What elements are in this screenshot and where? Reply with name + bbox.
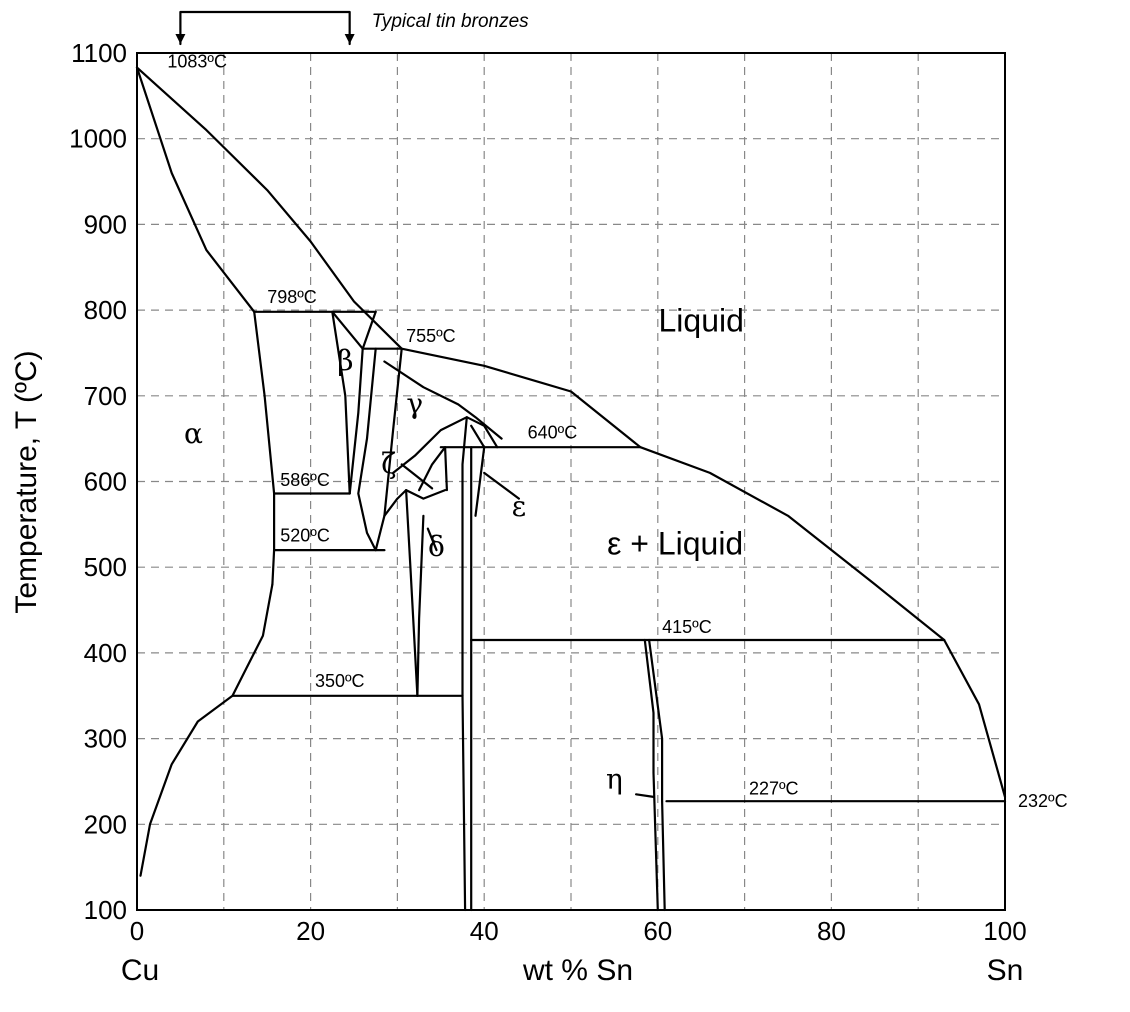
region-labels: Liquid ε + Liquid [607,303,744,562]
temperature-label: 798ºC [267,287,317,307]
temperature-label: 640ºC [528,423,578,443]
phase-label: β [337,344,353,377]
x-tick-label: 100 [983,916,1026,946]
bronze-bracket [179,10,351,46]
y-axis-label: Temperature, T (ºC) [10,350,43,613]
y-tick-label: 400 [84,638,127,668]
bronze-arrow-left [175,34,186,44]
x-tick-label: 40 [470,916,499,946]
temperature-label: 232ºC [1018,791,1068,811]
phase-label: ε [512,490,527,523]
phase-labels: α β γζ δ ε η [184,344,623,795]
phase-curve-alpha-solidus [135,66,256,313]
phase-curve-beta-left [331,310,351,495]
phase-curve-delta-left [405,489,419,697]
x-end-label-left: Cu [121,954,159,987]
phase-boundaries [135,66,1007,912]
temperature-label: 415ºC [662,617,712,637]
temperature-label: 350ºC [315,671,365,691]
y-tick-label: 500 [84,552,127,582]
phase-curve-liquidus-lower [400,347,1007,798]
phase-label: δ [428,530,445,563]
phase-curve-zeta-pointer [400,463,434,490]
phase-curve-eta-pointer [635,793,655,798]
x-tick-label: 20 [296,916,325,946]
x-end-label-right: Sn [987,954,1024,987]
phase-curve-epsilon-pointer [483,471,520,500]
x-tick-labels: 0 20 40 60 80 100 [130,916,1027,946]
region-label: ε + Liquid [607,525,743,561]
phase-label: ζ [381,447,396,480]
bronze-label: Typical tin bronzes [372,11,529,32]
phase-curve-delta-right [416,514,425,697]
x-tick-label: 0 [130,916,144,946]
temperature-label: 1083ºC [167,52,227,72]
phase-label: η [606,762,623,795]
phase-curve-delta-pointer [426,527,438,552]
y-tick-label: 900 [84,209,127,239]
phase-label: γ [406,387,423,420]
x-axis-label: wt % Sn [522,954,633,987]
temperature-label: 755ºC [406,326,456,346]
y-tick-label: 600 [84,467,127,497]
region-label: Liquid [658,303,743,339]
phase-curve-eta-left [643,638,659,912]
y-tick-label: 1100 [71,38,127,68]
phase-curve-liquidus-upper [135,66,403,350]
phase-curve-epsilon-curve [470,424,486,517]
phase-curve-zeta-dome [392,416,499,474]
phase-curve-beta-liquid-boundary [331,310,364,350]
grid-lines [137,53,1005,910]
bronze-arrow-right [344,34,355,44]
y-tick-label: 200 [84,809,127,839]
y-tick-label: 800 [84,295,127,325]
phase-curve-alpha-solvus [139,583,274,877]
temperature-label: 520ºC [280,525,330,545]
temperature-labels: 1083ºC 798ºC 755ºC 640ºC 586ºC 520ºC 350ºC 415º… [167,52,1067,812]
y-tick-label: 100 [84,895,127,925]
plot-frame [136,52,1006,911]
y-tick-labels: 100 200 300 400 500 600 700 800 900 1000 1100 [69,38,127,925]
y-tick-label: 700 [84,381,127,411]
phase-curve-zeta-inner [418,446,448,492]
phase-curve-epsilon-left [461,416,468,912]
x-tick-label: 80 [817,916,846,946]
y-tick-label: 1000 [69,124,127,154]
x-tick-label: 60 [643,916,672,946]
temperature-label: 227ºC [749,778,799,798]
phase-curve-gamma-boundary-2 [374,347,403,552]
phase-curve-eta-right [648,638,666,912]
tin-bronze-range: Typical tin bronzes [175,10,529,46]
y-tick-label: 300 [84,724,127,754]
phase-curve-alpha-boundary-right [253,310,276,586]
phase-curve-beta-right [348,347,364,495]
phase-curve-gamma-epsilon-curve [383,360,503,440]
phase-curve-gamma-boundary-1 [357,347,377,552]
phase-label: α [184,417,203,450]
phase-curve-delta-top [383,489,447,517]
phase-curve-gamma-left [361,310,377,350]
temperature-label: 586ºC [280,470,330,490]
